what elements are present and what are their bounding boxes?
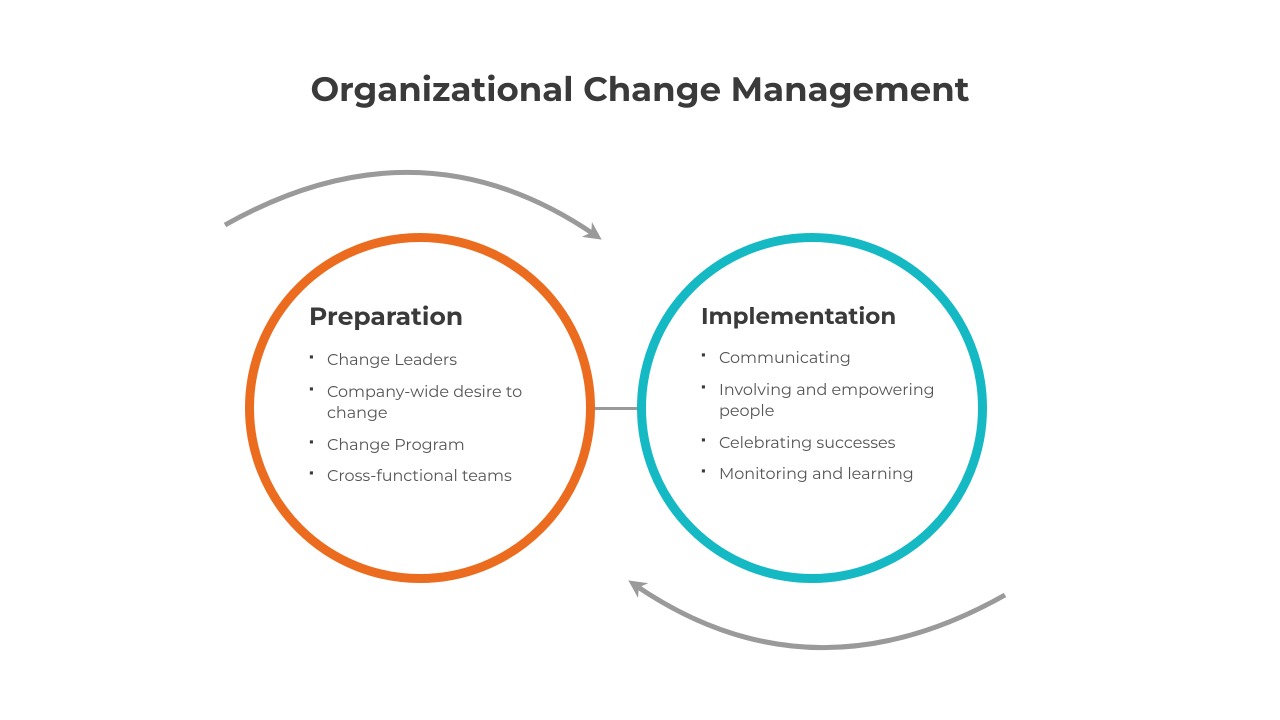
list-item: Change Program bbox=[309, 435, 549, 457]
list-item: Cross-functional teams bbox=[309, 466, 549, 488]
preparation-items: Change Leaders Company-wide desire to ch… bbox=[309, 350, 549, 498]
list-item: Celebrating successes bbox=[701, 433, 941, 455]
implementation-circle: Implementation Communicating Involving a… bbox=[637, 233, 987, 583]
list-item: Change Leaders bbox=[309, 350, 549, 372]
list-item: Communicating bbox=[701, 348, 941, 370]
cycle-arrow-bottom bbox=[0, 0, 1280, 720]
preparation-heading: Preparation bbox=[309, 302, 463, 332]
list-item: Involving and empowering people bbox=[701, 380, 941, 423]
implementation-items: Communicating Involving and empowering p… bbox=[701, 348, 941, 496]
preparation-circle: Preparation Change Leaders Company-wide … bbox=[245, 233, 595, 583]
list-item: Company-wide desire to change bbox=[309, 382, 549, 425]
implementation-heading: Implementation bbox=[701, 302, 896, 330]
list-item: Monitoring and learning bbox=[701, 464, 941, 486]
